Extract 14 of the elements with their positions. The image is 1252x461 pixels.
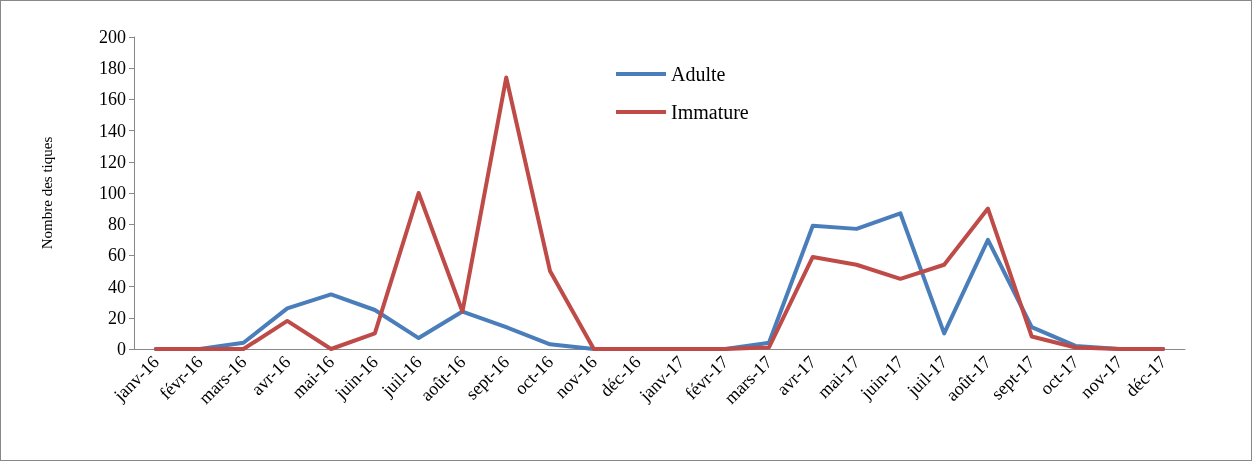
legend-label: Immature — [671, 101, 749, 123]
y-tick-label: 60 — [108, 245, 126, 266]
legend-label: Adulte — [671, 63, 726, 85]
y-tick-label: 120 — [99, 151, 126, 172]
y-tick-label: 0 — [117, 339, 126, 359]
y-tick-label: 160 — [99, 89, 126, 110]
y-tick-label: 200 — [99, 27, 126, 47]
y-tick-label: 80 — [108, 214, 126, 235]
y-tick-label: 100 — [99, 183, 126, 203]
y-tick-label: 140 — [99, 120, 126, 141]
y-tick-label: 20 — [108, 307, 126, 328]
y-axis-title: Nombre des tiques — [38, 136, 55, 250]
y-tick-label: 180 — [99, 58, 126, 79]
y-tick-label: 40 — [108, 276, 126, 297]
